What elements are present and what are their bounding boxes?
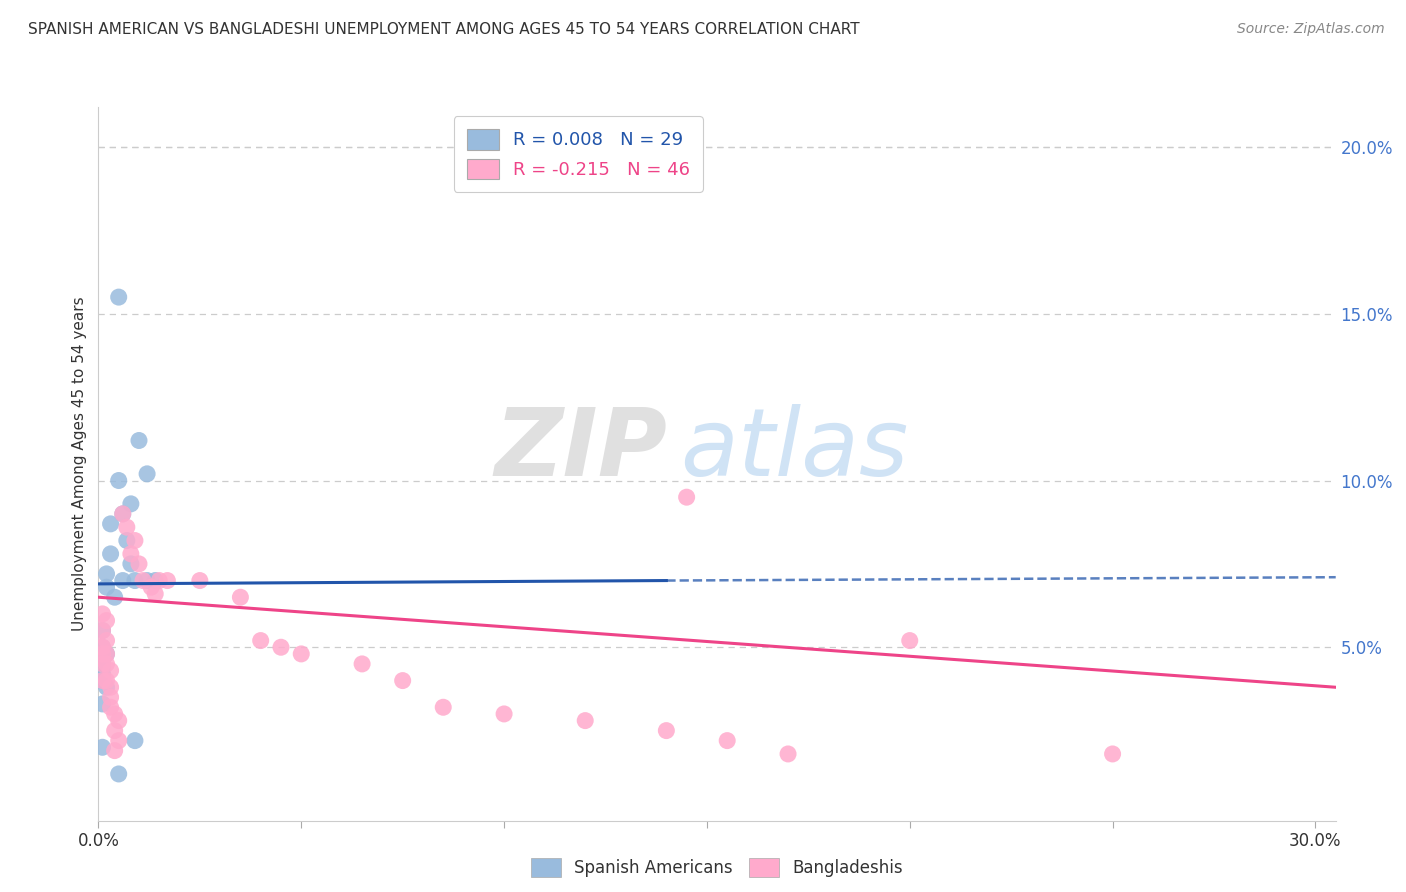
Point: [91, 624, 114, 638]
Point: [136, 467, 159, 481]
Point: [128, 557, 150, 571]
Point: [104, 743, 127, 757]
Y-axis label: Unemployment Among Ages 45 to 54 years: Unemployment Among Ages 45 to 54 years: [72, 296, 87, 632]
Point: [494, 706, 516, 721]
Point: [100, 547, 122, 561]
Point: [141, 580, 163, 594]
Point: [124, 574, 146, 588]
Point: [898, 633, 921, 648]
Point: [91, 647, 114, 661]
Point: [111, 507, 134, 521]
Point: [107, 290, 129, 304]
Point: [148, 574, 170, 588]
Point: [124, 533, 146, 548]
Point: [156, 574, 179, 588]
Point: [100, 700, 122, 714]
Point: [91, 667, 114, 681]
Point: [107, 714, 129, 728]
Point: [107, 767, 129, 781]
Point: [675, 490, 697, 504]
Point: [91, 673, 114, 688]
Point: [91, 673, 114, 688]
Point: [229, 591, 252, 605]
Point: [91, 640, 114, 655]
Point: [100, 516, 122, 531]
Point: [120, 497, 142, 511]
Text: SPANISH AMERICAN VS BANGLADESHI UNEMPLOYMENT AMONG AGES 45 TO 54 YEARS CORRELATI: SPANISH AMERICAN VS BANGLADESHI UNEMPLOY…: [28, 22, 859, 37]
Point: [128, 434, 150, 448]
Point: [716, 733, 738, 747]
Point: [124, 733, 146, 747]
Point: [91, 607, 114, 621]
Point: [96, 614, 118, 628]
Point: [100, 680, 122, 694]
Text: atlas: atlas: [681, 404, 908, 495]
Point: [96, 566, 118, 581]
Point: [115, 520, 138, 534]
Point: [107, 733, 129, 747]
Point: [91, 657, 114, 671]
Point: [91, 624, 114, 638]
Point: [91, 640, 114, 655]
Point: [91, 697, 114, 711]
Point: [96, 647, 118, 661]
Point: [391, 673, 413, 688]
Point: [655, 723, 678, 738]
Legend: Spanish Americans, Bangladeshis: Spanish Americans, Bangladeshis: [524, 851, 910, 884]
Point: [111, 574, 134, 588]
Point: [132, 574, 155, 588]
Point: [100, 690, 122, 705]
Point: [104, 706, 127, 721]
Point: [249, 633, 271, 648]
Point: [352, 657, 374, 671]
Point: [111, 507, 134, 521]
Point: [96, 657, 118, 671]
Point: [96, 647, 118, 661]
Point: [96, 580, 118, 594]
Point: [96, 673, 118, 688]
Point: [188, 574, 211, 588]
Point: [120, 557, 142, 571]
Point: [104, 591, 127, 605]
Point: [120, 547, 142, 561]
Point: [91, 660, 114, 674]
Point: [115, 533, 138, 548]
Point: [107, 474, 129, 488]
Point: [104, 723, 127, 738]
Point: [91, 654, 114, 668]
Point: [290, 647, 312, 661]
Point: [270, 640, 292, 655]
Point: [91, 740, 114, 755]
Point: [100, 664, 122, 678]
Point: [432, 700, 454, 714]
Text: Source: ZipAtlas.com: Source: ZipAtlas.com: [1237, 22, 1385, 37]
Point: [96, 680, 118, 694]
Point: [574, 714, 596, 728]
Point: [96, 633, 118, 648]
Point: [143, 587, 166, 601]
Text: ZIP: ZIP: [495, 403, 668, 496]
Point: [143, 574, 166, 588]
Point: [1101, 747, 1123, 761]
Point: [776, 747, 799, 761]
Point: [136, 574, 159, 588]
